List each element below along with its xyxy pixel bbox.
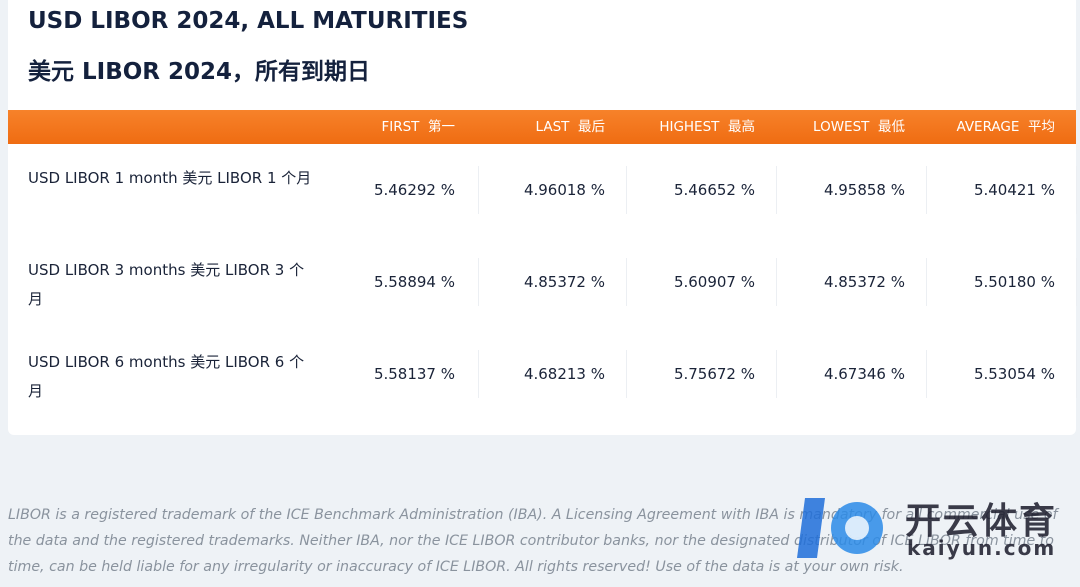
cell-value: 5.46292 % [373,181,455,199]
cell-value: 5.40421 % [973,181,1055,199]
watermark-url: kaiyun.com [907,536,1057,560]
cell-separator [626,166,627,214]
column-header: LOWEST 最低 [813,119,905,135]
cell-separator [478,350,479,398]
column-header: LAST 最后 [535,119,605,135]
row-label: USD LIBOR 1 month 美元 LIBOR 1 个月 [28,169,312,187]
cell-value: 5.50180 % [973,273,1055,291]
disclaimer: LIBOR is a registered trademark of the I… [8,507,1058,575]
cell-value: 5.58137 % [373,365,455,383]
cell-separator [776,350,777,398]
cell-separator [1076,166,1077,214]
row-label: USD LIBOR 6 months 美元 LIBOR 6 个月 [28,353,305,400]
cell-separator [1076,350,1077,398]
title: USD LIBOR 2024, ALL MATURITIES [28,8,469,34]
cell-value: 5.46652 % [673,181,755,199]
row-label: USD LIBOR 3 months 美元 LIBOR 3 个月 [28,261,305,308]
table-row: USD LIBOR 1 month 美元 LIBOR 1 个月 5.46292 %… [8,144,1077,236]
cell-value: 4.96018 % [523,181,605,199]
subtitle: 美元 LIBOR 2024，所有到期日 [28,59,371,85]
cell-separator [478,258,479,306]
column-header: FIRST 第一 [381,119,455,135]
cell-value: 4.85372 % [823,273,905,291]
cell-value: 4.85372 % [523,273,605,291]
table-row: USD LIBOR 6 months 美元 LIBOR 6 个月 5.58137 … [8,328,1077,420]
cell-separator [776,258,777,306]
cell-separator [926,166,927,214]
column-header: HIGHEST 最高 [659,119,755,135]
column-header: AVERAGE 平均 [956,119,1055,135]
cell-value: 5.53054 % [973,365,1055,383]
cell-value: 5.58894 % [373,273,455,291]
cell-separator [626,258,627,306]
cell-separator [776,166,777,214]
cell-value: 5.75672 % [673,365,755,383]
cell-value: 5.60907 % [673,273,755,291]
table-row: USD LIBOR 3 months 美元 LIBOR 3 个月 5.58894 … [8,236,1077,328]
cell-separator [1076,258,1077,306]
cell-value: 4.67346 % [823,365,905,383]
table-header: FIRST 第一 LAST 最后 HIGHEST 最高 LOWEST 最低 AVERAG… [8,110,1076,144]
watermark-name: 开云体育 [905,501,1058,542]
cell-separator [626,350,627,398]
cell-separator [478,166,479,214]
cell-separator [926,258,927,306]
cell-value: 4.95858 % [823,181,905,199]
cell-separator [926,350,927,398]
watermark-logo [797,498,883,558]
card: USD LIBOR 2024, ALL MATURITIES 美元 LIBOR … [8,0,1077,435]
watermark: 开云体育 kaiyun.com [795,488,1075,568]
cell-value: 4.68213 % [523,365,605,383]
